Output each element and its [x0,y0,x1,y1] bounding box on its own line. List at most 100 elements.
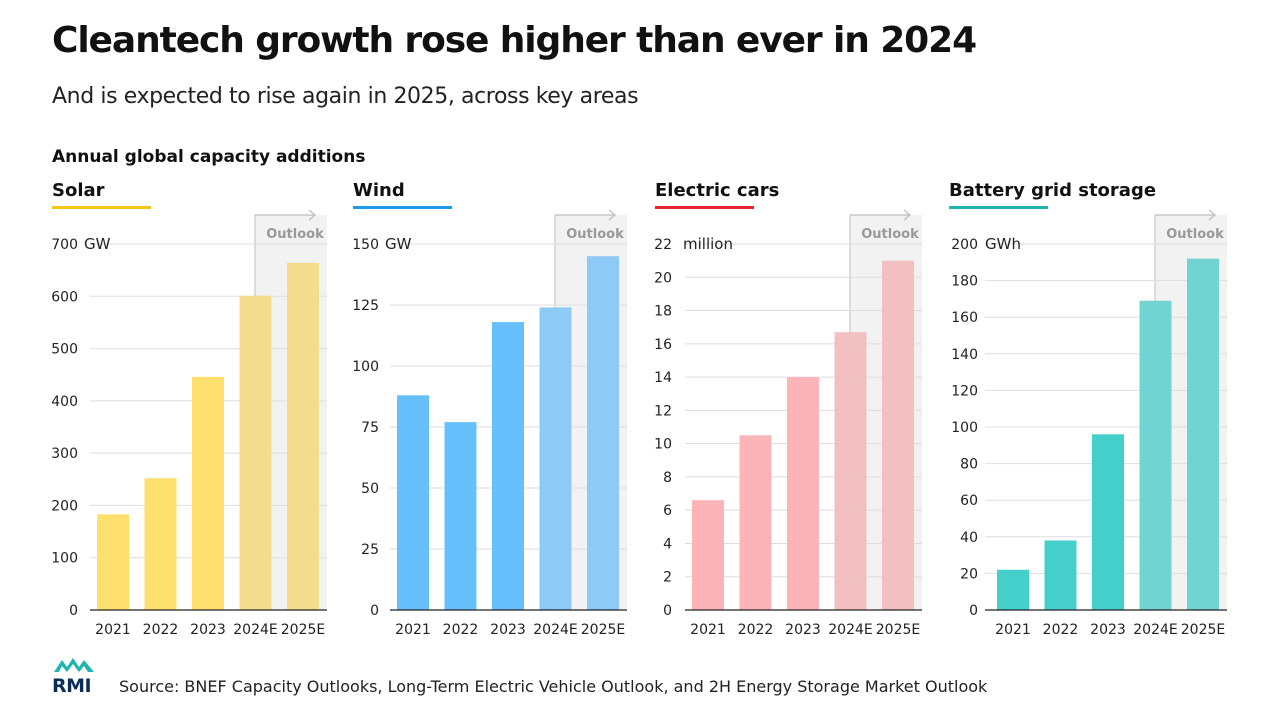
x-tick-label-solar: 2021 [95,622,131,638]
panel-title-electric-cars: Electric cars [655,180,780,201]
y-tick-label-battery-grid-storage: 60 [960,493,978,509]
x-tick-label-battery-grid-storage: 2022 [1043,622,1079,638]
bar-electric-cars-2022 [739,435,772,610]
y-tick-label-solar: 600 [51,289,78,305]
y-tick-label-wind: 50 [361,481,379,497]
bar-battery-grid-storage-2022 [1044,540,1077,610]
source-note: Source: BNEF Capacity Outlooks, Long-Ter… [119,677,988,696]
outlook-label-wind: Outlook [566,227,624,242]
bar-wind-2021 [397,395,429,610]
bar-electric-cars-2023 [787,377,819,610]
x-tick-label-solar: 2022 [143,622,179,638]
unit-label-electric-cars: million [683,235,733,253]
y-tick-label-battery-grid-storage: 20 [960,566,978,582]
x-tick-label-electric-cars: 2024E [828,622,872,638]
y-tick-label-electric-cars: 6 [663,503,672,519]
y-tick-label-battery-grid-storage: 100 [951,420,978,436]
outlook-label-electric-cars: Outlook [861,227,919,242]
y-tick-label-solar: 700 [51,237,78,253]
y-tick-label-battery-grid-storage: 0 [969,603,978,619]
x-tick-label-battery-grid-storage: 2024E [1133,622,1177,638]
y-tick-label-solar: 200 [51,498,78,514]
bar-battery-grid-storage-2024e [1139,300,1172,610]
bar-wind-2022 [444,422,477,610]
y-tick-label-electric-cars: 4 [663,536,672,552]
y-tick-label-battery-grid-storage: 80 [960,457,978,473]
bar-battery-grid-storage-2023 [1092,434,1124,610]
y-tick-label-electric-cars: 8 [663,470,672,486]
bar-solar-2024e [239,295,272,610]
y-tick-label-electric-cars: 2 [663,570,672,586]
x-tick-label-wind: 2024E [533,622,577,638]
unit-label-battery-grid-storage: GWh [985,235,1021,253]
panel-title-solar: Solar [52,180,105,201]
bar-battery-grid-storage-2021 [997,569,1029,610]
x-tick-label-wind: 2021 [395,622,431,638]
rmi-logo-text: RMI [52,675,92,697]
y-tick-label-electric-cars: 20 [654,270,672,286]
bar-solar-2023 [192,376,224,610]
panel-underline-electric-cars [655,206,754,209]
y-tick-label-battery-grid-storage: 120 [951,383,978,399]
y-tick-label-battery-grid-storage: 180 [951,274,978,290]
y-tick-label-solar: 0 [69,603,78,619]
outlook-label-solar: Outlook [266,227,324,242]
x-tick-label-wind: 2023 [490,622,526,638]
y-tick-label-electric-cars: 22 [654,237,672,253]
x-tick-label-battery-grid-storage: 2021 [995,622,1031,638]
bar-solar-2022 [144,478,177,610]
y-tick-label-electric-cars: 14 [654,370,672,386]
bar-wind-2023 [492,322,524,610]
rmi-logo-icon [54,658,94,672]
x-tick-label-solar: 2025E [281,622,325,638]
outlook-label-battery-grid-storage: Outlook [1166,227,1224,242]
y-tick-label-electric-cars: 12 [654,403,672,419]
x-tick-label-electric-cars: 2022 [738,622,774,638]
bar-electric-cars-2024e [834,332,867,610]
x-tick-label-electric-cars: 2025E [876,622,920,638]
x-tick-label-electric-cars: 2023 [785,622,821,638]
y-tick-label-electric-cars: 0 [663,603,672,619]
page-subtitle: And is expected to rise again in 2025, a… [52,84,639,109]
x-tick-label-battery-grid-storage: 2023 [1090,622,1126,638]
bar-electric-cars-2021 [692,500,724,610]
y-tick-label-battery-grid-storage: 40 [960,530,978,546]
bar-wind-2025e [587,256,619,610]
outlook-arrow-icon-solar [308,209,316,221]
outlook-arrow-icon-wind [608,209,616,221]
y-tick-label-wind: 75 [361,420,379,436]
y-tick-label-wind: 100 [352,359,379,375]
y-tick-label-wind: 25 [361,542,379,558]
panel-underline-battery-grid-storage [949,206,1048,209]
bar-solar-2021 [97,514,129,610]
bar-solar-2025e [287,262,319,610]
bar-electric-cars-2025e [882,260,914,610]
y-tick-label-battery-grid-storage: 160 [951,310,978,326]
y-tick-label-electric-cars: 16 [654,337,672,353]
y-tick-label-electric-cars: 10 [654,437,672,453]
panel-title-battery-grid-storage: Battery grid storage [949,180,1157,201]
outlook-arrow-icon-battery-grid-storage [1208,209,1216,221]
x-tick-label-wind: 2022 [443,622,479,638]
y-tick-label-solar: 500 [51,342,78,358]
x-tick-label-battery-grid-storage: 2025E [1181,622,1225,638]
unit-label-wind: GW [385,235,412,253]
y-tick-label-wind: 125 [352,298,379,314]
y-tick-label-wind: 150 [352,237,379,253]
x-tick-label-solar: 2023 [190,622,226,638]
y-tick-label-battery-grid-storage: 200 [951,237,978,253]
y-tick-label-wind: 0 [370,603,379,619]
panel-title-wind: Wind [353,180,405,201]
section-label: Annual global capacity additions [52,147,366,167]
x-tick-label-electric-cars: 2021 [690,622,726,638]
x-tick-label-wind: 2025E [581,622,625,638]
unit-label-solar: GW [84,235,111,253]
panel-underline-solar [52,206,151,209]
y-tick-label-solar: 300 [51,446,78,462]
y-tick-label-electric-cars: 18 [654,304,672,320]
x-tick-label-solar: 2024E [233,622,277,638]
y-tick-label-battery-grid-storage: 140 [951,347,978,363]
bar-battery-grid-storage-2025e [1187,258,1219,610]
outlook-arrow-icon-electric-cars [903,209,911,221]
